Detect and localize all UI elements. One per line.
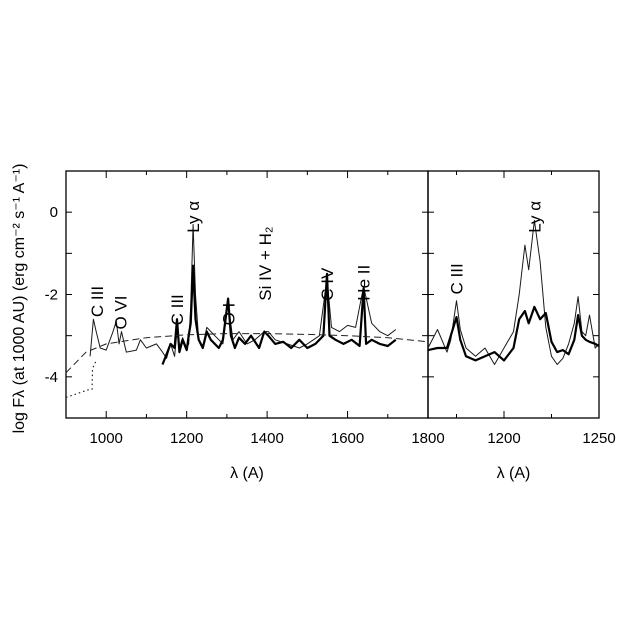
spectral-line-label: He II <box>355 265 374 301</box>
y-axis-label: log Fλ (at 1000 AU) (erg cm⁻² s⁻¹ A⁻¹) <box>11 164 28 434</box>
series-line-dotted <box>66 360 97 398</box>
x-tick-label: 1200 <box>170 430 203 447</box>
y-tick-label: 0 <box>50 204 58 221</box>
x-axis-label: λ (A) <box>230 465 264 482</box>
y-tick-label: -4 <box>45 369 58 386</box>
spectral-line-label: O I <box>220 303 239 326</box>
x-tick-label: 1800 <box>411 430 444 447</box>
spectral-line-label: C III <box>168 294 187 325</box>
x-tick-label: 1600 <box>331 430 364 447</box>
spectral-line-label: C III <box>448 263 467 294</box>
right-panel: 1200 1250 λ (A) C III Ly α <box>427 170 616 482</box>
plot-frame <box>65 170 429 419</box>
series-line-thick <box>161 264 397 365</box>
x-tick-label: 1250 <box>582 430 615 447</box>
series-line-thick <box>428 305 599 362</box>
x-axis-label: λ (A) <box>497 465 531 482</box>
x-tick-label: 1400 <box>250 430 283 447</box>
spectral-line-label: C III <box>88 286 107 317</box>
spectral-line-label: O VI <box>111 295 130 329</box>
left-panel: 1000 1200 1400 1600 1800 -4 -2 0 λ (A) log Fλ (at… <box>11 164 445 482</box>
series-line-dashed <box>66 333 428 374</box>
spectral-line-label: Ly α <box>525 201 544 233</box>
y-tick-label: -2 <box>45 287 58 304</box>
spectral-line-label: Ly α <box>184 201 203 233</box>
spectral-line-label: C IV <box>318 267 337 301</box>
series-line-thin <box>89 224 397 359</box>
series-line-thin <box>428 219 599 365</box>
x-tick-label: 1000 <box>90 430 123 447</box>
spectral-line-label: Si IV + H₂ <box>256 227 275 301</box>
x-tick-label: 1200 <box>487 430 520 447</box>
